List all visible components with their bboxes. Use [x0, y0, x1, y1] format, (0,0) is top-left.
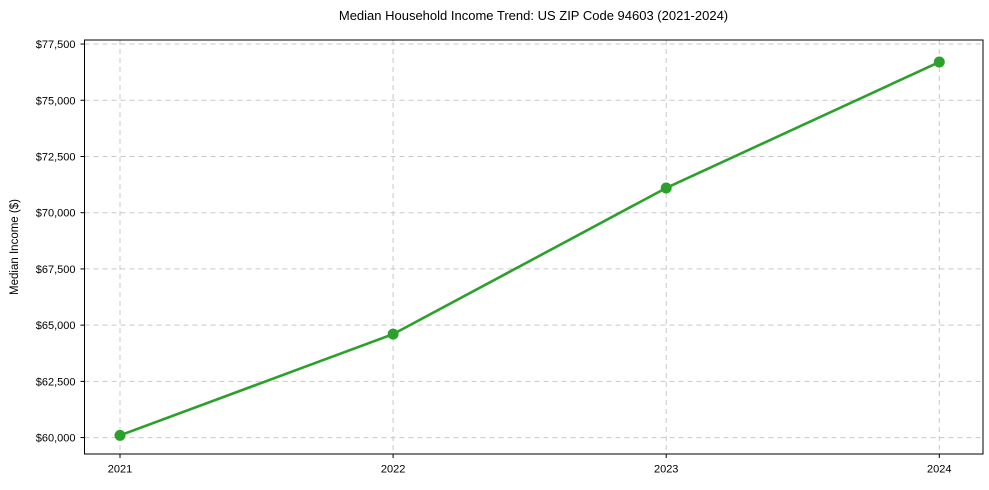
data-point-marker [933, 56, 945, 68]
y-tick-label: $72,500 [36, 151, 76, 163]
y-tick-label: $70,000 [36, 208, 76, 220]
y-tick-label: $65,000 [36, 320, 76, 332]
y-tick-label: $60,000 [36, 433, 76, 445]
x-tick-label: 2021 [108, 464, 132, 476]
y-tick-label: $62,500 [36, 376, 76, 388]
y-tick-label: $77,500 [36, 39, 76, 51]
y-tick-label: $67,500 [36, 264, 76, 276]
data-point-marker [114, 429, 126, 441]
data-point-marker [387, 328, 399, 340]
x-tick-label: 2023 [654, 464, 678, 476]
plot-border [84, 39, 984, 455]
x-tick-label: 2022 [381, 464, 405, 476]
chart-title: Median Household Income Trend: US ZIP Co… [338, 8, 729, 23]
data-point-marker [660, 182, 672, 194]
y-tick-label: $75,000 [36, 95, 76, 107]
x-tick-label: 2024 [927, 464, 951, 476]
trend-line [118, 60, 941, 437]
